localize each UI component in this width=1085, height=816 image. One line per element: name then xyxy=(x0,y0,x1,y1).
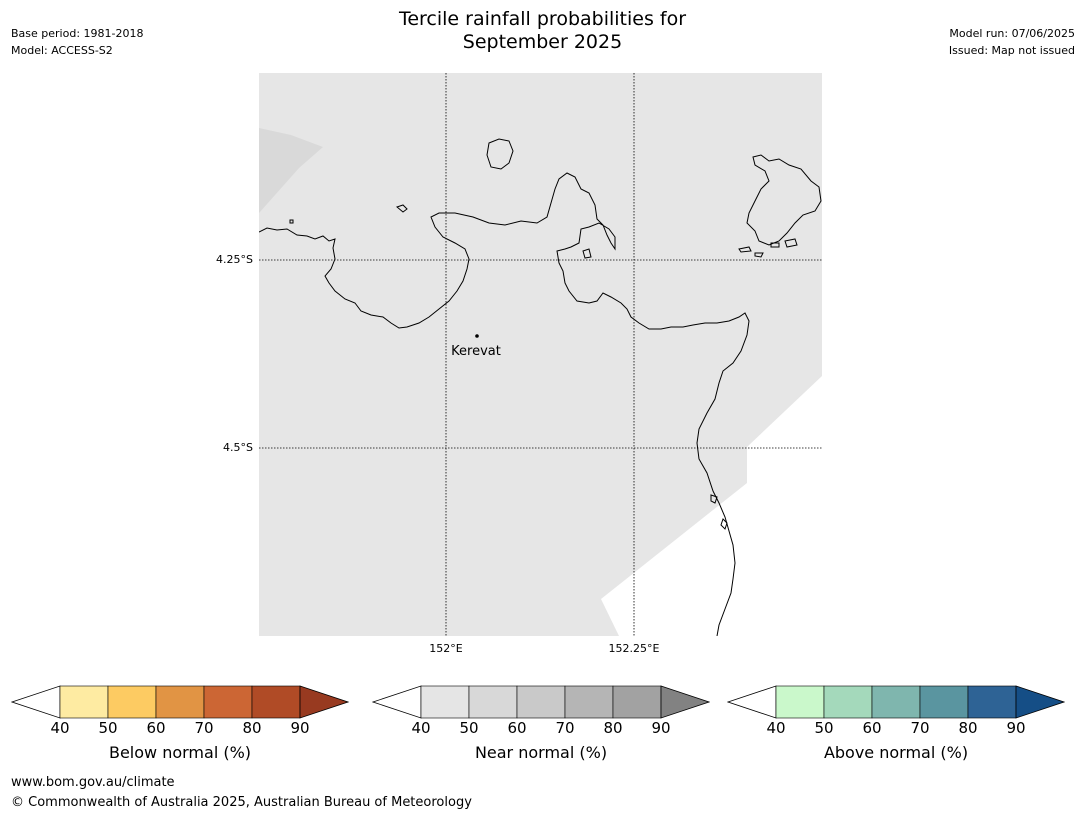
colorbar-segment xyxy=(203,685,253,719)
lat-label-4-5: 4.5°S xyxy=(223,441,253,454)
issued-text: Issued: Map not issued xyxy=(948,44,1075,57)
colorbar-tick-label: 40 xyxy=(50,719,70,737)
island-small-dot xyxy=(289,219,294,224)
colorbar-segment xyxy=(564,685,614,719)
colorbar-tick-label: 50 xyxy=(98,719,118,737)
kerevat-marker xyxy=(475,334,479,338)
colorbar-tick-label: 80 xyxy=(242,719,262,737)
colorbar-high-arrow xyxy=(299,685,349,719)
colorbar-tick-label: 60 xyxy=(862,719,882,737)
map-panel: Kerevat xyxy=(259,73,822,636)
colorbar-segment xyxy=(967,685,1017,719)
model-text: Model: ACCESS-S2 xyxy=(11,44,113,57)
place-label-kerevat: Kerevat xyxy=(451,344,501,359)
colorbar-tick-label: 40 xyxy=(411,719,431,737)
colorbar-segment xyxy=(59,685,109,719)
coast-islet-2 xyxy=(720,518,728,530)
colorbar-low-arrow xyxy=(727,685,777,719)
no-data-area xyxy=(601,376,822,636)
colorbar-segment xyxy=(775,685,825,719)
colorbar-tick-label: 60 xyxy=(507,719,527,737)
islet-2 xyxy=(754,252,764,258)
title-line-2: September 2025 xyxy=(462,31,623,53)
colorbar-tick-label: 40 xyxy=(766,719,786,737)
colorbar-title: Above normal (%) xyxy=(823,743,969,762)
colorbar-low-arrow xyxy=(372,685,422,719)
colorbar-tick-label: 70 xyxy=(194,719,214,737)
colorbar-high-arrow xyxy=(1015,685,1065,719)
islet-4 xyxy=(770,242,780,248)
model-run-text: Model run: 07/06/2025 xyxy=(949,27,1075,40)
colorbar-tick-label: 90 xyxy=(1006,719,1026,737)
colorbar-segment xyxy=(155,685,205,719)
colorbar-tick-label: 70 xyxy=(555,719,575,737)
colorbar-tick-label: 90 xyxy=(290,719,310,737)
lon-label-152: 152°E xyxy=(429,642,463,655)
lon-label-152-25: 152.25°E xyxy=(608,642,660,655)
colorbar-segment xyxy=(612,685,662,719)
colorbar-segment xyxy=(823,685,873,719)
colorbar-tick-label: 50 xyxy=(814,719,834,737)
lat-label-4-25: 4.25°S xyxy=(216,253,253,266)
coastline-main xyxy=(259,172,750,636)
island-north xyxy=(486,138,514,170)
colorbar-segment xyxy=(468,685,518,719)
title-line-1: Tercile rainfall probabilities for xyxy=(398,8,687,30)
colorbar-1 xyxy=(372,685,710,719)
colorbar-2 xyxy=(727,685,1065,719)
probability-patch xyxy=(259,128,323,213)
island-cove xyxy=(582,248,592,259)
colorbar-0 xyxy=(11,685,349,719)
colorbar-title: Below normal (%) xyxy=(108,743,252,762)
colorbar-segment xyxy=(919,685,969,719)
footer-url: www.bom.gov.au/climate xyxy=(11,775,175,790)
coast-islet-1 xyxy=(710,494,718,504)
colorbar-title: Near normal (%) xyxy=(474,743,608,762)
colorbar-tick-label: 70 xyxy=(910,719,930,737)
colorbar-segment xyxy=(516,685,566,719)
island-small-west xyxy=(395,204,408,213)
base-period-text: Base period: 1981-2018 xyxy=(11,27,144,40)
islands-east xyxy=(746,154,822,246)
islet-1 xyxy=(738,246,752,253)
colorbar-high-arrow xyxy=(660,685,710,719)
colorbar-tick-label: 80 xyxy=(958,719,978,737)
colorbar-tick-label: 50 xyxy=(459,719,479,737)
colorbar-tick-label: 80 xyxy=(603,719,623,737)
colorbar-segment xyxy=(251,685,301,719)
footer-copyright: © Commonwealth of Australia 2025, Austra… xyxy=(11,795,472,810)
map-title: Tercile rainfall probabilities for Septe… xyxy=(0,8,1085,54)
colorbar-low-arrow xyxy=(11,685,61,719)
colorbar-segment xyxy=(420,685,470,719)
colorbar-tick-label: 90 xyxy=(651,719,671,737)
colorbar-segment xyxy=(871,685,921,719)
colorbar-segment xyxy=(107,685,157,719)
islet-3 xyxy=(784,238,798,248)
colorbar-tick-label: 60 xyxy=(146,719,166,737)
